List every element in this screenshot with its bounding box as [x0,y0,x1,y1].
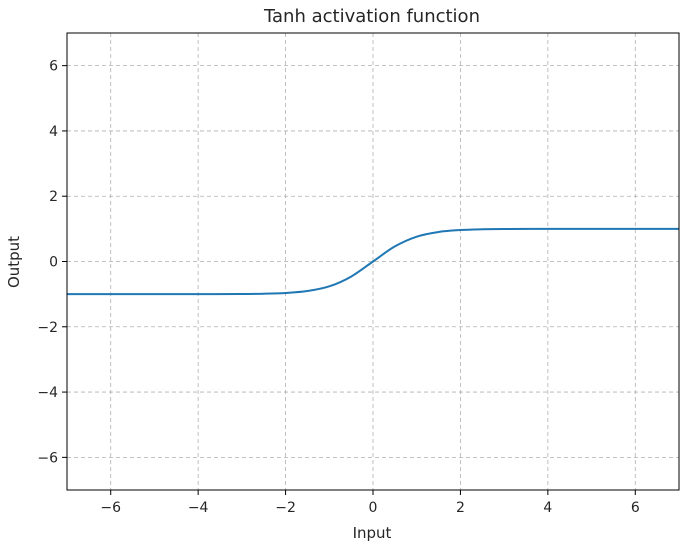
y-tick-label: −4 [37,385,58,401]
x-tick-label: −6 [100,500,121,516]
x-tick-label: 4 [543,500,552,516]
x-tick-label: 2 [456,500,465,516]
y-tick-label: −6 [37,450,58,466]
tanh-line [66,227,679,296]
y-tick-label: 4 [49,124,58,140]
y-tick-label: 0 [49,255,58,271]
grid [67,33,679,490]
x-tick-label: 0 [369,500,378,516]
series-layer [66,227,679,296]
chart-title: Tanh activation function [263,6,480,27]
y-axis-label: Output [5,236,23,288]
x-tick-label: 6 [631,500,640,516]
y-axis-ticks: −6 −4 −2 0 2 4 6 [37,59,67,466]
x-axis-ticks: −6 −4 −2 0 2 4 6 [100,490,640,516]
x-axis-label: Input [353,524,392,542]
y-tick-label: 2 [49,189,58,205]
x-tick-label: −4 [188,500,209,516]
y-tick-label: −2 [37,320,58,336]
y-tick-label: 6 [49,59,58,75]
x-tick-label: −2 [275,500,296,516]
